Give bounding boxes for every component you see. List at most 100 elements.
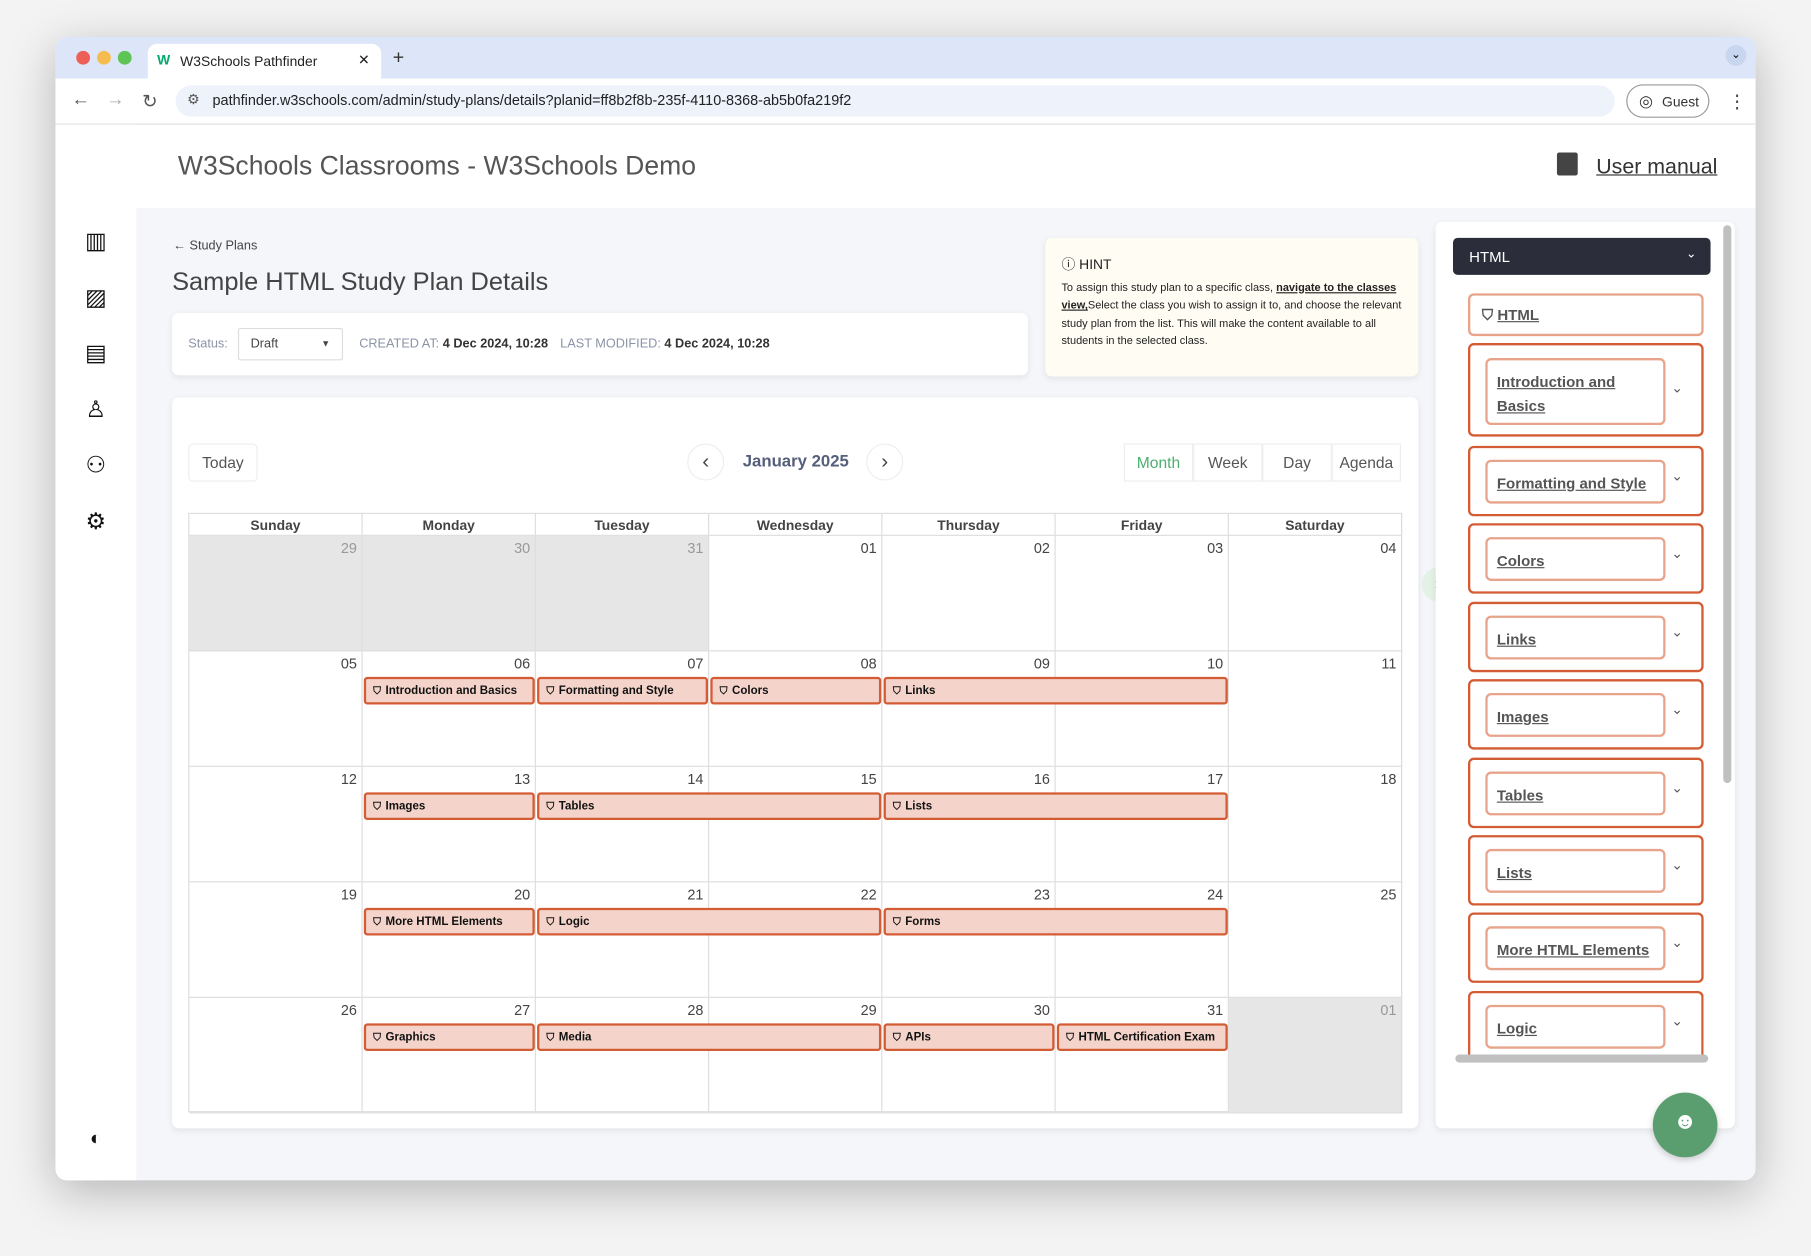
tree-item-link[interactable]: Images [1485,693,1666,738]
new-tab-button[interactable]: + [392,46,405,69]
day-cell[interactable]: 19 [189,882,363,998]
day-cell[interactable]: 11 [1228,651,1403,767]
subject-dropdown[interactable]: HTML ⌄ [1452,237,1711,275]
day-cell[interactable]: 31 [535,535,710,652]
view-month-button[interactable]: Month [1123,443,1194,482]
contrast-icon[interactable]: ◐ [89,1127,102,1150]
tab-list-button[interactable]: ⌄ [1725,45,1747,66]
day-cell[interactable]: 30 [362,535,536,652]
tree-item-link[interactable]: More HTML Elements [1485,926,1666,971]
day-cell[interactable]: 13 [362,766,536,883]
minimize-window-button[interactable] [97,50,111,65]
day-cell[interactable]: 06 [362,651,536,767]
user-lock-icon[interactable]: ♙ [85,397,107,423]
calendar-event[interactable]: ⛉ Graphics [363,1023,535,1052]
browser-tab[interactable]: W W3Schools Pathfinder ✕ [147,43,382,79]
tree-item-link[interactable]: Logic [1485,1004,1666,1049]
close-window-button[interactable] [76,50,91,65]
chevron-down-icon[interactable]: ⌄ [1671,467,1683,484]
status-select[interactable]: Draft ▼ [237,328,344,361]
classroom-icon[interactable]: ▨ [84,285,107,311]
tree-item-link[interactable]: Tables [1485,771,1666,815]
day-cell[interactable]: 07 [535,651,710,767]
user-manual-link[interactable]: User manual [1596,153,1718,178]
breadcrumb[interactable]: ← Study Plans [173,239,258,253]
view-day-button[interactable]: Day [1262,443,1332,482]
day-cell[interactable]: 10 [1055,651,1229,767]
calendar-event[interactable]: ⛉ More HTML Elements [363,907,535,936]
day-cell[interactable]: 14 [535,766,710,883]
calendar-event[interactable]: ⛉ Colors [710,676,882,705]
gear-icon[interactable]: ⚙ [85,509,107,535]
day-cell[interactable]: 31 [1055,997,1229,1114]
browser-menu-icon[interactable]: ⋮ [1727,92,1747,113]
chevron-down-icon[interactable]: ⌄ [1671,623,1683,640]
chevron-down-icon[interactable]: ⌄ [1671,1012,1683,1029]
tree-root-label[interactable]: HTML [1497,306,1540,324]
day-cell[interactable]: 09 [882,651,1056,767]
day-cell[interactable]: 24 [1055,882,1229,998]
forward-icon[interactable]: → [106,90,125,110]
previous-month-button[interactable]: ‹ [687,443,725,481]
calendar-event[interactable]: ⛉ Formatting and Style [537,676,709,705]
calendar-event[interactable]: ⛉ Tables [537,792,882,821]
day-cell[interactable]: 26 [189,997,363,1114]
vertical-scrollbar[interactable] [1723,225,1732,784]
reload-icon[interactable]: ↻ [142,92,158,113]
day-cell[interactable]: 20 [362,882,536,998]
calendar-event[interactable]: ⛉ APIs [883,1023,1055,1052]
calendar-event[interactable]: ⛉ Media [537,1023,882,1052]
calendar-event[interactable]: ⛉ Introduction and Basics [363,676,535,705]
chevron-down-icon[interactable]: ⌄ [1671,779,1683,796]
calendar-event[interactable]: ⛉ Images [363,792,535,821]
chevron-down-icon[interactable]: ⌄ [1671,701,1683,718]
day-cell[interactable]: 28 [535,997,710,1114]
day-cell[interactable]: 16 [882,766,1056,883]
calendar-event[interactable]: ⛉ Forms [883,907,1228,936]
profile-button[interactable]: ◎ Guest [1626,84,1710,118]
breadcrumb-study-plans[interactable]: Study Plans [189,239,258,253]
back-icon[interactable]: ← [71,90,91,110]
chevron-down-icon[interactable]: ⌄ [1671,857,1683,874]
day-cell[interactable]: 17 [1055,766,1229,883]
horizontal-scrollbar[interactable] [1455,1054,1709,1063]
day-cell[interactable]: 02 [882,535,1056,652]
tree-item-link[interactable]: Lists [1485,848,1666,893]
chevron-down-icon[interactable]: ⌄ [1671,545,1683,562]
tree-root-html[interactable]: ⛉ HTML [1468,293,1704,337]
close-tab-icon[interactable]: ✕ [357,51,370,69]
day-cell[interactable]: 25 [1228,882,1403,998]
day-cell[interactable]: 21 [535,882,710,998]
tree-item-link[interactable]: Formatting and Style [1485,459,1666,504]
day-cell[interactable]: 15 [709,766,883,883]
maximize-window-button[interactable] [117,50,132,65]
day-cell[interactable]: 23 [882,882,1056,998]
view-week-button[interactable]: Week [1193,443,1263,482]
day-cell[interactable]: 30 [882,997,1056,1114]
day-cell[interactable]: 03 [1055,535,1229,652]
chevron-down-icon[interactable]: ⌄ [1671,934,1683,952]
tree-item-link[interactable]: Colors [1485,537,1666,582]
users-icon[interactable]: ⚇ [85,452,107,479]
day-cell[interactable]: 27 [362,997,536,1114]
calendar-event[interactable]: ⛉ Logic [537,907,882,936]
day-cell[interactable]: 12 [189,766,363,883]
study-plan-icon[interactable]: ▤ [84,340,107,367]
view-agenda-button[interactable]: Agenda [1331,443,1402,482]
calendar-event[interactable]: ⛉ HTML Certification Exam [1056,1023,1228,1052]
calendar-event[interactable]: ⛉ Links [883,676,1228,705]
chatbot-button[interactable]: ☻ [1652,1092,1718,1158]
day-cell[interactable]: 22 [709,882,883,998]
url-input[interactable]: ⚙ pathfinder.w3schools.com/admin/study-p… [175,85,1615,117]
site-settings-icon[interactable]: ⚙ [187,91,200,108]
classes-view-link[interactable]: navigate to the classes view, [1061,281,1397,312]
day-cell[interactable]: 08 [709,651,883,767]
day-cell[interactable]: 01 [1228,997,1403,1114]
day-cell[interactable]: 18 [1228,766,1403,883]
day-cell[interactable]: 01 [709,535,883,652]
building-icon[interactable]: ▥ [84,228,107,255]
today-button[interactable]: Today [188,443,258,482]
day-cell[interactable]: 29 [189,535,363,652]
day-cell[interactable]: 05 [189,651,363,767]
tree-item-link[interactable]: Links [1485,615,1666,660]
